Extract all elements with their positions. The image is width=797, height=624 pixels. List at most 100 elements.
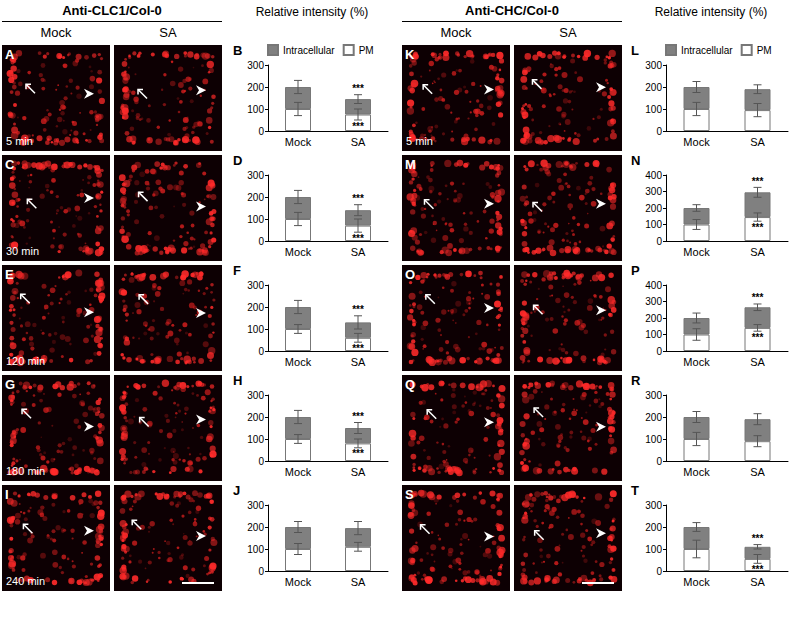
svg-text:SA: SA (351, 466, 366, 478)
svg-text:200: 200 (247, 522, 264, 533)
svg-text:100: 100 (645, 104, 662, 115)
svg-text:0: 0 (258, 126, 264, 137)
svg-text:Intracellular: Intracellular (681, 45, 733, 56)
svg-text:400: 400 (645, 280, 662, 291)
svg-text:300: 300 (247, 280, 264, 291)
svg-text:200: 200 (645, 522, 662, 533)
svg-text:200: 200 (645, 203, 662, 214)
svg-text:0: 0 (656, 236, 662, 247)
svg-text:***: *** (752, 533, 764, 544)
svg-text:0: 0 (656, 346, 662, 357)
svg-text:Mock: Mock (683, 136, 710, 148)
svg-text:0: 0 (258, 566, 264, 577)
svg-text:J: J (233, 483, 240, 498)
svg-text:100: 100 (247, 434, 264, 445)
html-text:Anti-CLC1/Col-0: Anti-CLC1/Col-0 (62, 3, 162, 18)
svg-text:R: R (631, 373, 641, 388)
svg-text:0: 0 (258, 346, 264, 357)
html-text:5 min: 5 min (6, 135, 33, 147)
svg-text:100: 100 (247, 104, 264, 115)
svg-text:***: *** (352, 121, 364, 132)
svg-text:SA: SA (750, 246, 765, 258)
svg-text:100: 100 (247, 324, 264, 335)
svg-text:100: 100 (247, 544, 264, 555)
svg-text:0: 0 (258, 236, 264, 247)
svg-text:0: 0 (258, 456, 264, 467)
svg-text:300: 300 (247, 390, 264, 401)
svg-text:300: 300 (247, 170, 264, 181)
svg-text:100: 100 (645, 434, 662, 445)
svg-text:***: *** (352, 304, 364, 315)
svg-text:Mock: Mock (285, 136, 312, 148)
svg-text:***: *** (352, 343, 364, 354)
svg-text:T: T (631, 483, 639, 498)
svg-text:***: *** (352, 411, 364, 422)
svg-text:300: 300 (645, 500, 662, 511)
svg-text:***: *** (752, 222, 764, 233)
svg-text:100: 100 (645, 544, 662, 555)
svg-text:300: 300 (645, 60, 662, 71)
svg-text:B: B (233, 43, 242, 58)
svg-text:D: D (233, 153, 242, 168)
svg-text:100: 100 (247, 214, 264, 225)
svg-text:***: *** (352, 448, 364, 459)
svg-text:Mock: Mock (285, 246, 312, 258)
svg-text:300: 300 (645, 296, 662, 307)
svg-text:Mock: Mock (683, 356, 710, 368)
svg-text:PM: PM (757, 45, 772, 56)
svg-text:***: *** (752, 292, 764, 303)
svg-text:400: 400 (645, 170, 662, 181)
svg-text:Mock: Mock (683, 576, 710, 588)
svg-text:SA: SA (750, 576, 765, 588)
svg-text:SA: SA (750, 356, 765, 368)
svg-text:200: 200 (247, 302, 264, 313)
svg-text:200: 200 (645, 82, 662, 93)
svg-text:Intracellular: Intracellular (283, 45, 335, 56)
svg-text:SA: SA (351, 576, 366, 588)
html-text:Anti-CHC/Col-0: Anti-CHC/Col-0 (465, 3, 559, 18)
svg-text:***: *** (752, 564, 764, 575)
svg-text:***: *** (352, 83, 364, 94)
svg-text:SA: SA (351, 246, 366, 258)
svg-text:Mock: Mock (285, 356, 312, 368)
html-text:Relative intensity (%): Relative intensity (%) (255, 5, 369, 19)
svg-text:0: 0 (656, 126, 662, 137)
svg-text:100: 100 (645, 329, 662, 340)
html-text:SA: SA (159, 25, 177, 40)
svg-text:100: 100 (645, 219, 662, 230)
html-text:SA: SA (559, 25, 577, 40)
html-text:Relative intensity (%): Relative intensity (%) (654, 5, 768, 19)
svg-text:***: *** (352, 233, 364, 244)
svg-text:200: 200 (247, 192, 264, 203)
svg-text:SA: SA (750, 136, 765, 148)
svg-text:SA: SA (351, 136, 366, 148)
html-text:30 min: 30 min (6, 245, 39, 257)
html-text:Mock: Mock (440, 25, 472, 40)
svg-text:N: N (631, 153, 640, 168)
svg-text:Mock: Mock (683, 246, 710, 258)
svg-text:Mock: Mock (285, 466, 312, 478)
svg-text:300: 300 (645, 186, 662, 197)
svg-text:Mock: Mock (683, 466, 710, 478)
svg-text:***: *** (352, 193, 364, 204)
svg-text:PM: PM (359, 45, 374, 56)
svg-text:H: H (233, 373, 242, 388)
svg-text:0: 0 (656, 566, 662, 577)
svg-text:300: 300 (645, 390, 662, 401)
svg-text:SA: SA (351, 356, 366, 368)
svg-text:***: *** (752, 176, 764, 187)
svg-text:L: L (631, 43, 639, 58)
svg-text:F: F (233, 263, 241, 278)
svg-text:200: 200 (645, 313, 662, 324)
svg-text:300: 300 (247, 60, 264, 71)
svg-text:SA: SA (750, 466, 765, 478)
svg-text:200: 200 (247, 412, 264, 423)
svg-text:0: 0 (656, 456, 662, 467)
svg-text:200: 200 (645, 412, 662, 423)
svg-text:200: 200 (247, 82, 264, 93)
svg-text:Mock: Mock (285, 576, 312, 588)
svg-text:P: P (631, 263, 640, 278)
svg-text:***: *** (752, 332, 764, 343)
svg-text:300: 300 (247, 500, 264, 511)
html-text:Mock: Mock (40, 25, 72, 40)
